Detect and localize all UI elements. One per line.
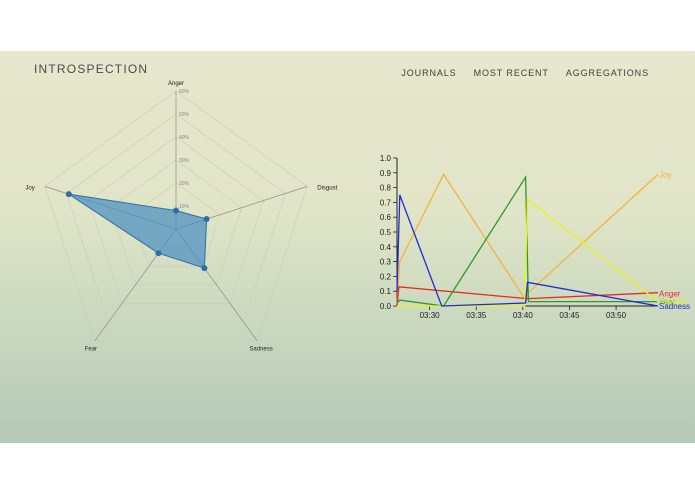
y-tick-label: 0.4: [380, 243, 392, 252]
y-tick-label: 0.1: [380, 287, 392, 296]
radar-tick-label: 60%: [179, 89, 190, 95]
radar-grid-ring: [88, 136, 264, 304]
radar-tick-label: 40%: [179, 135, 190, 141]
nav-aggregations[interactable]: AGGREGATIONS: [565, 68, 649, 78]
y-tick-label: 0.3: [380, 258, 392, 267]
radar-grid-ring: [110, 159, 242, 286]
radar-point-sadness: [201, 265, 208, 272]
y-tick-label: 0.8: [380, 184, 392, 193]
x-tick-label: 03:45: [559, 311, 580, 320]
nav-most-recent[interactable]: MOST RECENT: [473, 68, 549, 78]
y-tick-label: 0.7: [380, 198, 392, 207]
radar-axis-label-fear: Fear: [85, 347, 97, 353]
radar-axis-label-anger: Anger: [168, 81, 184, 87]
radar-grid-ring: [66, 113, 286, 323]
emotion-radar-chart: Anger Disgust Sadness Fear Joy 10% 20% 30% 40% 50…: [25, 81, 337, 353]
app-screen: INTROSPECTION JOURNALS MOST RECENT AGGRE…: [0, 51, 695, 443]
y-tick-label: 1.0: [380, 154, 392, 163]
series-end-label-joy: Joy: [659, 170, 671, 179]
series-end-label-disgust: Disgust: [659, 298, 686, 307]
top-nav: JOURNALS MOST RECENT AGGREGATIONS: [401, 68, 649, 78]
y-tick-label: 0.9: [380, 169, 392, 178]
x-tick-label: 03:40: [513, 311, 534, 320]
radar-point-fear: [155, 250, 162, 257]
series-line-disgust: [397, 198, 659, 307]
x-tick-label: 03:50: [606, 311, 627, 320]
series-end-label-anger: Anger: [659, 289, 681, 298]
radar-point-joy: [65, 191, 72, 198]
radar-tick-label: 20%: [179, 181, 190, 187]
nav-journals[interactable]: JOURNALS: [401, 68, 457, 78]
radar-axis-label-joy: Joy: [25, 185, 34, 191]
series-line-joy: [396, 172, 659, 307]
radar-tick-label: 30%: [179, 158, 190, 164]
radar-data-area: [68, 193, 208, 269]
y-tick-label: 0.0: [380, 302, 392, 311]
radar-grid-ring: [44, 90, 308, 341]
y-tick-label: 0.5: [380, 228, 392, 237]
brand-title[interactable]: INTROSPECTION: [34, 62, 149, 76]
series-end-label-fear: Fear: [659, 298, 676, 307]
y-tick-label: 0.2: [380, 272, 392, 281]
series-end-label-sadness: Sadness: [659, 302, 690, 311]
y-tick-label: 0.6: [380, 213, 392, 222]
x-tick-label: 03:30: [420, 311, 441, 320]
radar-point-disgust: [203, 216, 210, 223]
radar-axis-label-sadness: Sadness: [249, 347, 272, 353]
series-line-fear: [396, 175, 658, 307]
radar-tick-label: 10%: [179, 204, 190, 210]
x-tick-label: 03:35: [466, 311, 487, 320]
radar-axis-label-disgust: Disgust: [317, 185, 337, 191]
series-line-sadness: [396, 194, 659, 307]
emotion-line-chart: 0.0 0.1 0.2 0.3 0.4 0.5 0.6 0.7 0.8 0.9 1.0 03:30 03…: [380, 154, 690, 320]
radar-tick-label: 50%: [179, 112, 190, 118]
radar-point-anger: [173, 207, 179, 214]
